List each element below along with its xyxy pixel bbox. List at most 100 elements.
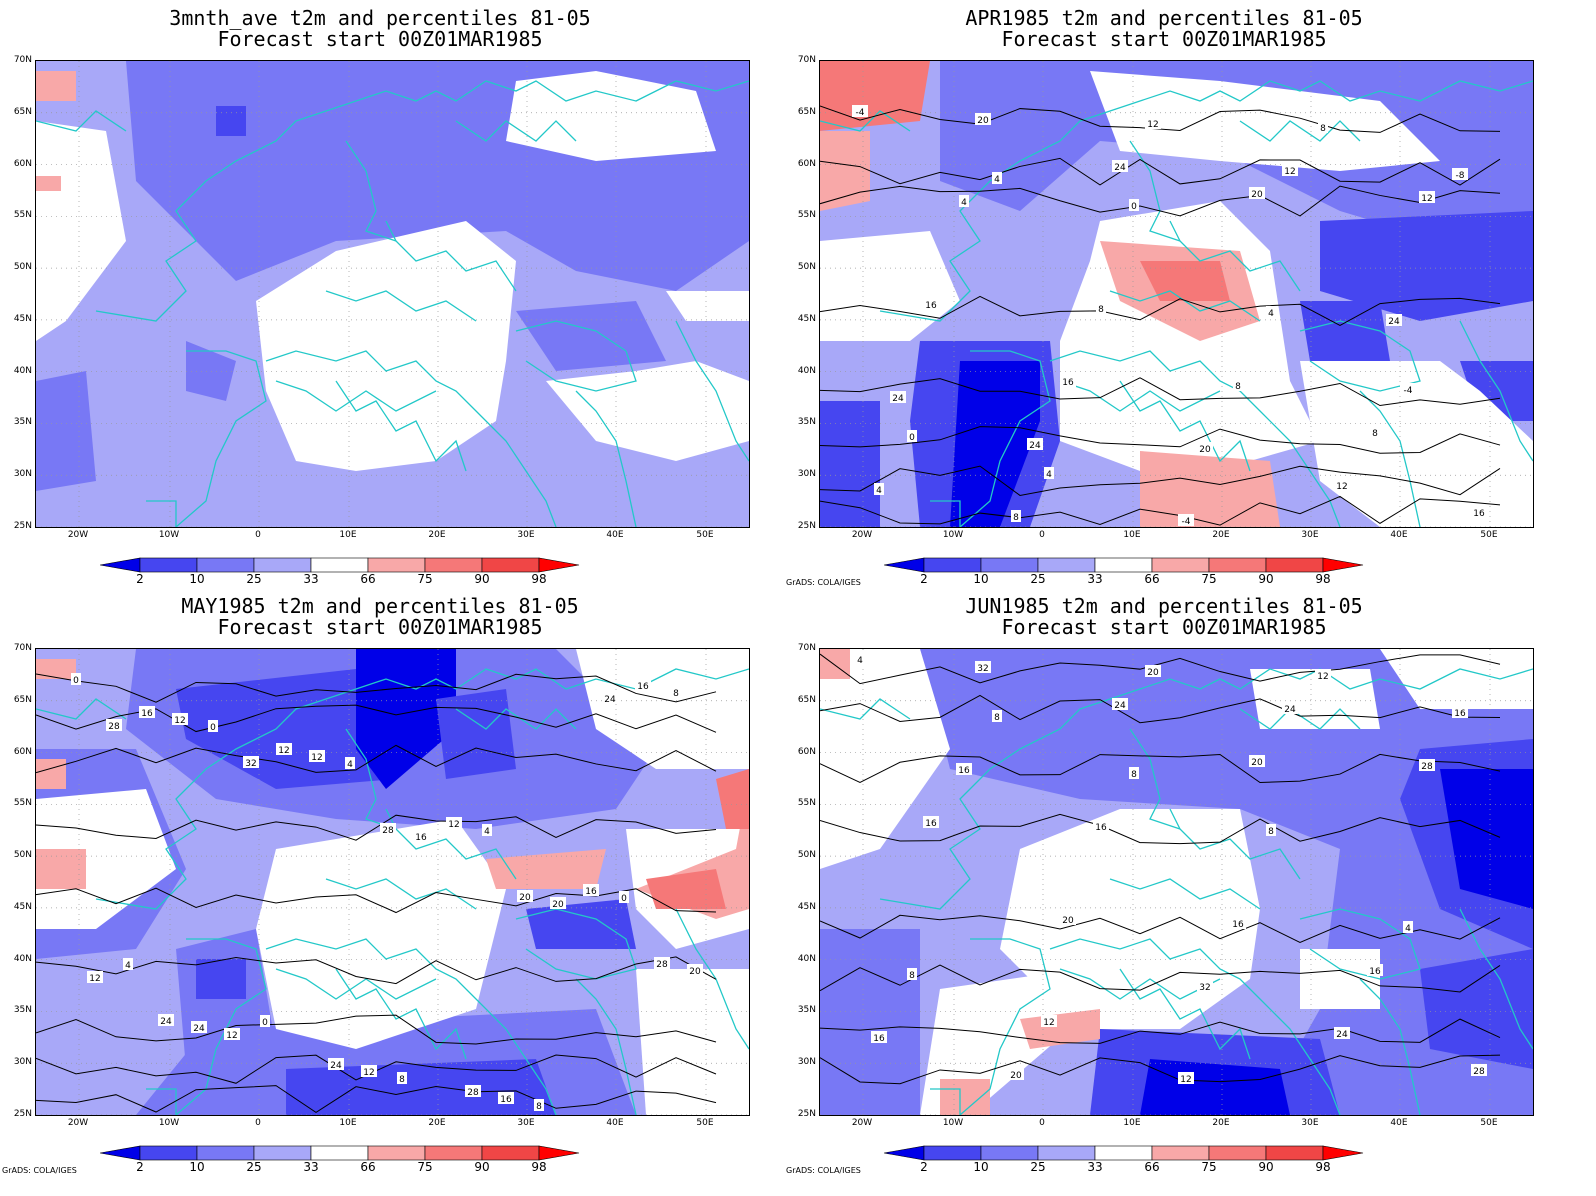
colorbar-label: 25 (246, 1160, 262, 1174)
lon-label: 20W (851, 530, 873, 540)
lat-label: 25N (13, 521, 32, 531)
colorbar-label: 10 (189, 572, 205, 586)
lat-label: 70N (797, 643, 816, 653)
contour-label: 8 (671, 686, 681, 699)
percentile-shade (36, 759, 66, 789)
contour-label-text: 8 (994, 713, 1000, 723)
contour-label: 8 (1233, 379, 1243, 392)
percentile-shade (1420, 949, 1533, 1069)
contour-label-text: 32 (1199, 983, 1210, 993)
contour-label: 0 (907, 430, 917, 443)
contour-label: 4 (1403, 921, 1413, 934)
colorbar-label: 25 (1030, 572, 1046, 586)
contour-label-text: 4 (876, 486, 882, 496)
contour-label-text: 20 (977, 116, 989, 126)
lon-label: 40E (1390, 1118, 1408, 1128)
lon-label: 10E (1123, 530, 1141, 540)
lon-label: 10E (339, 1118, 357, 1128)
contour-label: 28 (654, 957, 670, 970)
contour-label-text: 4 (1405, 924, 1411, 934)
contour-label: 20 (550, 897, 566, 910)
lon-label: 20E (428, 530, 446, 540)
contour-label: 0 (208, 720, 218, 733)
contour-label: 32 (975, 661, 991, 674)
contour-label-text: 8 (1235, 382, 1241, 392)
contour-label-text: 28 (1473, 1067, 1485, 1077)
lon-label: 50E (1480, 1118, 1498, 1128)
contour-label: 8 (1129, 767, 1139, 780)
contour-label-text: 28 (1421, 762, 1433, 772)
colorbar-label: 75 (417, 572, 433, 586)
contour-label: 12 (1334, 479, 1350, 492)
contour-label: 12 (224, 1028, 240, 1041)
panel-title: JUN1985 t2m and percentiles 81-05 Foreca… (784, 596, 1544, 638)
contour-label: 4 (123, 958, 133, 971)
contour-label-text: 16 (500, 1095, 512, 1105)
contour-label: 28 (106, 719, 122, 732)
map-area: 0 0 4 4 0 4 0 8 8 8 12 12 12 16 12 12 12 16 16 16 12 16 20 20 24… (35, 648, 750, 1116)
lat-label: 50N (13, 850, 32, 861)
percentile-shade (1020, 1009, 1100, 1049)
contour-label: 24 (1282, 702, 1298, 715)
contour-label-text: 24 (1114, 163, 1126, 173)
contour-label-text: 24 (193, 1024, 205, 1034)
contour-label: 20 (1249, 187, 1265, 200)
map-panel-2: APR1985 t2m and percentiles 81-05 Foreca… (784, 0, 1574, 600)
panel-title: 3mnth_ave t2m and percentiles 81-05 Fore… (0, 8, 760, 50)
lat-label: 25N (797, 1109, 816, 1119)
map-svg: 0 0 4 4 0 4 0 8 8 8 12 12 12 16 12 12 12 16 16 16 12 16 20 20 24… (36, 649, 749, 1115)
contour-label: 4 (345, 757, 355, 770)
contour-label: -4 (1400, 383, 1416, 396)
contour-label-text: 24 (1114, 701, 1126, 711)
percentile-shade (256, 221, 516, 471)
contour-label: 12 (1041, 1015, 1057, 1028)
contour-label-text: 0 (210, 723, 216, 733)
contour-label: 8 (907, 968, 917, 981)
contour-label-text: 4 (1268, 309, 1274, 319)
contour-label: 20 (1197, 442, 1213, 455)
contour-label: 24 (1386, 314, 1402, 327)
lon-label: 40E (606, 1118, 624, 1128)
colorbar-label: 98 (531, 1160, 547, 1174)
panel-title: MAY1985 t2m and percentiles 81-05 Foreca… (0, 596, 760, 638)
colorbar-label: 66 (1144, 1160, 1160, 1174)
contour-label-text: 12 (1043, 1018, 1054, 1028)
contour-label-text: 16 (1473, 509, 1485, 519)
panel-title-line2: Forecast start 00Z01MAR1985 (217, 615, 543, 639)
contour-label-text: 24 (1388, 317, 1400, 327)
contour-label: 0 (619, 891, 629, 904)
contour-label-text: 20 (1251, 190, 1263, 200)
contour-label-text: 12 (448, 820, 459, 830)
percentile-shade (950, 361, 1040, 527)
lat-label: 60N (13, 746, 32, 757)
colorbar-label: 98 (531, 572, 547, 586)
contour-label-text: 0 (909, 433, 915, 443)
contour-label: 16 (1093, 820, 1109, 833)
contour-label: 16 (923, 816, 939, 829)
contour-label-text: 0 (621, 894, 627, 904)
contour-label-text: 8 (1268, 827, 1274, 837)
colorbar-svg (100, 557, 580, 573)
percentile-shade (36, 176, 61, 191)
map-svg: -4 4 0 4 -4 0 4 -4 8 -8 4 8 8 8 4 8 12 12 12 16 16 20 12 16 20 24… (820, 61, 1533, 527)
lat-label: 25N (797, 521, 816, 531)
lon-label: 0 (1039, 530, 1045, 540)
panel-title-line2: Forecast start 00Z01MAR1985 (1001, 27, 1327, 51)
contour-label: 12 (276, 743, 292, 756)
lat-label: 35N (797, 417, 816, 428)
colorbar-label: 90 (1258, 572, 1274, 586)
contour-label-text: 24 (160, 1017, 172, 1027)
contour-label-text: 0 (1131, 202, 1137, 212)
contour-label: 16 (583, 884, 599, 897)
colorbar-label: 2 (920, 1160, 928, 1174)
colorbar-label: 10 (189, 1160, 205, 1174)
contour-label-text: 28 (382, 826, 394, 836)
contour-label: 8 (1266, 824, 1276, 837)
lon-label: 50E (696, 530, 714, 540)
lon-label: 20W (67, 530, 89, 540)
contour-label: 24 (890, 391, 906, 404)
percentile-shade (546, 361, 749, 461)
contour-label: 12 (361, 1065, 377, 1078)
contour-label-text: 28 (656, 960, 668, 970)
contour-label: -4 (1178, 514, 1194, 527)
